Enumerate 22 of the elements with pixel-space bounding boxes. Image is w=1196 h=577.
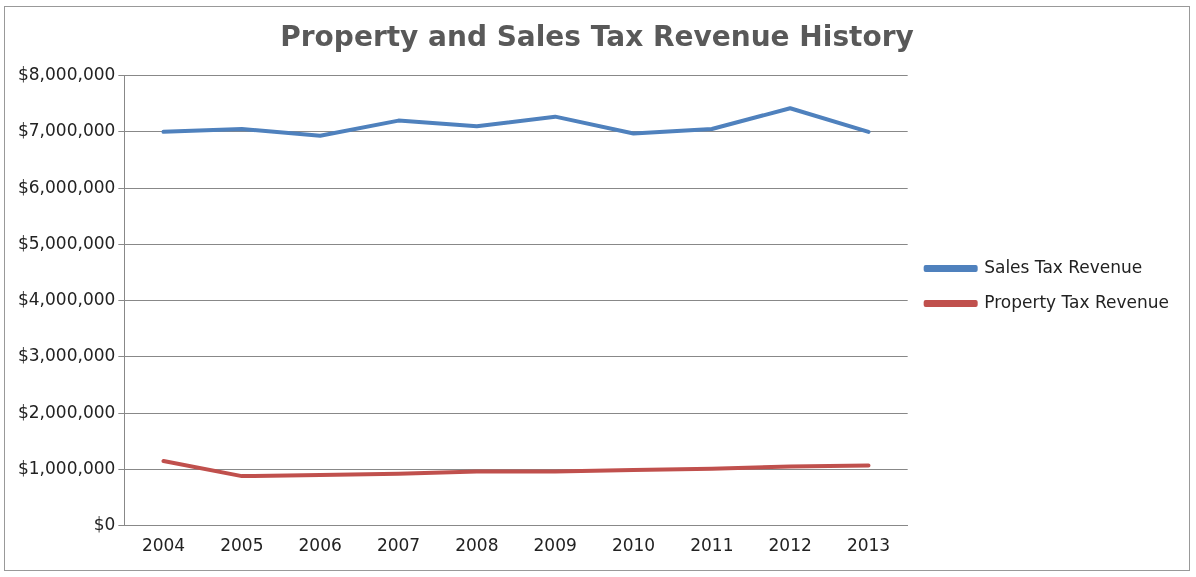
y-tick-label: $0 bbox=[93, 514, 116, 535]
y-tick-label: $3,000,000 bbox=[17, 345, 116, 366]
y-tick-label: $8,000,000 bbox=[17, 64, 116, 85]
x-tick-label: 2010 bbox=[611, 535, 656, 556]
x-tick-label: 2008 bbox=[455, 535, 499, 556]
y-tick-label: $2,000,000 bbox=[17, 401, 116, 422]
x-tick-label: 2007 bbox=[376, 535, 421, 556]
x-tick-label: 2013 bbox=[846, 535, 891, 556]
x-tick-label: 2012 bbox=[768, 535, 812, 556]
y-tick-label: $1,000,000 bbox=[17, 457, 116, 478]
x-tick-label: 2006 bbox=[298, 535, 342, 556]
y-tick-label: $6,000,000 bbox=[17, 176, 116, 197]
y-tick-label: $4,000,000 bbox=[17, 289, 116, 310]
legend-label: Property Tax Revenue bbox=[984, 291, 1169, 312]
y-tick-label: $5,000,000 bbox=[17, 232, 116, 253]
x-tick-label: 2011 bbox=[690, 535, 734, 556]
y-tick-label: $7,000,000 bbox=[17, 120, 116, 141]
x-tick-label: 2004 bbox=[141, 535, 186, 556]
legend-label: Sales Tax Revenue bbox=[984, 256, 1143, 277]
x-tick-label: 2005 bbox=[220, 535, 264, 556]
chart-title: Property and Sales Tax Revenue History bbox=[280, 20, 914, 54]
x-tick-label: 2009 bbox=[533, 535, 577, 556]
